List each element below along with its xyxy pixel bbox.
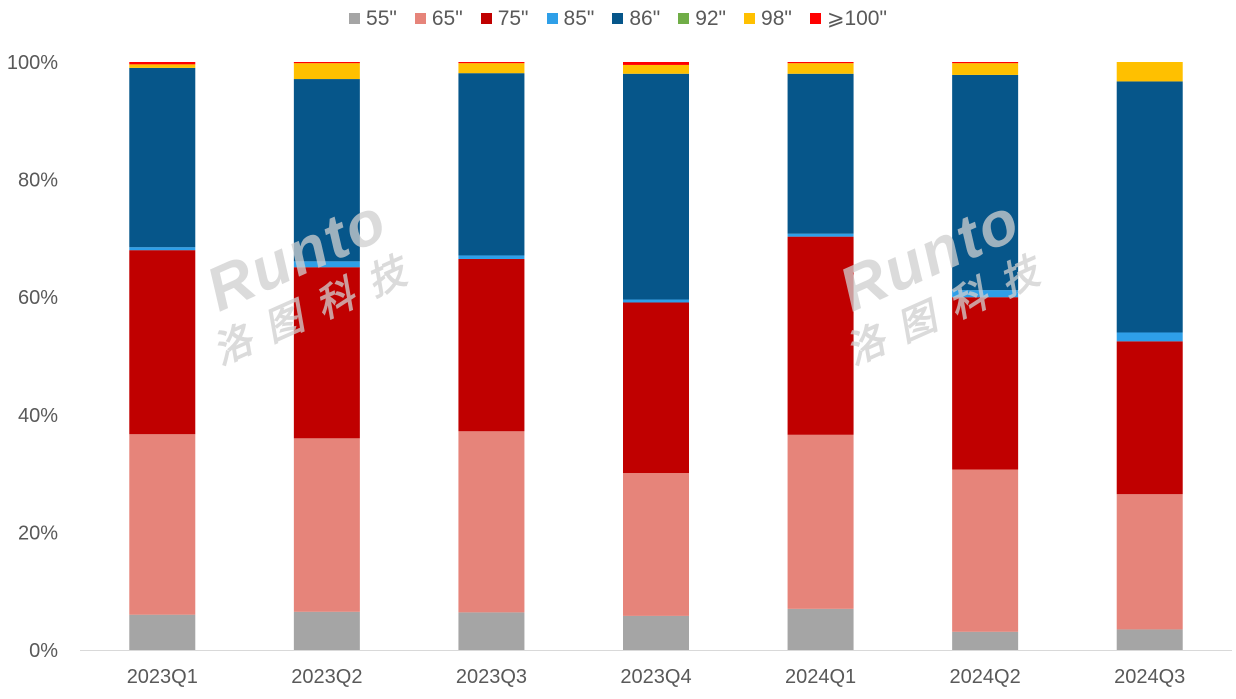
x-tick-label: 2024Q3	[1114, 666, 1185, 688]
y-tick-label: 100%	[7, 52, 58, 74]
bar-segment	[293, 267, 360, 439]
bar-segment	[623, 473, 689, 616]
bar-segment	[458, 73, 525, 256]
bar-segment	[293, 438, 360, 612]
bar-segment	[1116, 81, 1183, 333]
legend-swatch	[480, 13, 492, 24]
bar-segment	[952, 290, 1019, 298]
bar-segment	[623, 64, 689, 74]
bar-segment	[1116, 62, 1183, 82]
chart-legend: 55" 65" 75" 85" 86" 92" 98" ⩾100"	[0, 6, 1236, 31]
bar-segment	[129, 614, 196, 650]
bar-segment	[952, 63, 1019, 75]
bar-segment	[787, 233, 854, 237]
bar-segment	[623, 73, 689, 300]
bar-segment	[1116, 629, 1183, 650]
legend-item: 75"	[480, 6, 529, 31]
bar-segment	[458, 63, 525, 74]
bar-segment	[952, 74, 1019, 291]
x-tick-label: 2023Q3	[456, 666, 527, 688]
legend-item: 92"	[678, 6, 726, 31]
legend-label: ⩾100"	[826, 7, 887, 30]
legend-swatch	[546, 13, 558, 24]
bar-segment	[458, 258, 525, 432]
legend-swatch	[678, 13, 690, 24]
bar-segment	[1116, 341, 1183, 495]
legend-label: 75"	[497, 6, 529, 30]
bar-segment	[952, 62, 1019, 64]
bar-segment	[458, 431, 525, 613]
bar-segment	[787, 63, 854, 74]
bar-segment	[623, 62, 689, 65]
bar-segment	[458, 612, 525, 650]
legend-item: 86"	[612, 6, 660, 31]
bar-segment	[293, 79, 360, 262]
bar-segment	[293, 63, 360, 80]
bar-segment	[952, 297, 1019, 470]
legend-label: 92"	[695, 6, 727, 30]
y-tick-label: 0%	[29, 640, 58, 662]
bar-segment	[787, 608, 854, 650]
bar-segment	[952, 469, 1019, 632]
legend-label: 55"	[366, 6, 397, 30]
bar-segment	[1116, 494, 1183, 630]
bar-segment	[952, 631, 1019, 650]
legend-label: 65"	[431, 6, 463, 30]
bar-segment	[623, 299, 689, 303]
bar-segment	[129, 64, 196, 68]
bar-segment	[1116, 332, 1183, 342]
bar-segment	[458, 62, 525, 64]
legend-item: 85"	[546, 6, 595, 31]
y-tick-label: 80%	[18, 170, 58, 192]
bar-segment	[129, 434, 196, 615]
bar-segment	[129, 62, 196, 65]
bar-segment	[129, 250, 196, 435]
y-tick-label: 20%	[18, 522, 58, 544]
y-tick-label: 60%	[18, 287, 58, 309]
legend-swatch	[349, 13, 361, 24]
legend-item: 98"	[744, 6, 792, 31]
x-tick-label: 2024Q1	[785, 666, 856, 688]
legend-item: 65"	[414, 6, 463, 31]
bar-segment	[787, 434, 854, 609]
legend-swatch	[809, 13, 821, 24]
legend-label: 85"	[563, 6, 595, 30]
bar-segment	[787, 236, 854, 435]
bar-segment	[787, 73, 854, 234]
legend-swatch	[414, 13, 426, 24]
bar-segment	[129, 67, 196, 248]
legend-swatch	[612, 13, 624, 24]
legend-label: 98"	[761, 6, 792, 30]
legend-swatch	[744, 13, 756, 24]
legend-item: 55"	[349, 6, 397, 31]
legend-item: ⩾100"	[809, 6, 887, 31]
legend-label: 86"	[629, 6, 661, 30]
bar-segment	[293, 611, 360, 650]
x-tick-label: 2023Q2	[291, 666, 362, 688]
x-tick-label: 2023Q4	[620, 666, 691, 688]
bar-segment	[293, 62, 360, 64]
bar-segment	[787, 62, 854, 64]
x-tick-label: 2024Q2	[950, 666, 1021, 688]
y-tick-label: 40%	[18, 405, 58, 427]
bar-segment	[129, 247, 196, 251]
bar-segment	[623, 615, 689, 650]
bar-segment	[293, 261, 360, 268]
bar-segment	[458, 255, 525, 259]
bar-segment	[623, 302, 689, 474]
x-tick-label: 2023Q1	[127, 666, 198, 688]
